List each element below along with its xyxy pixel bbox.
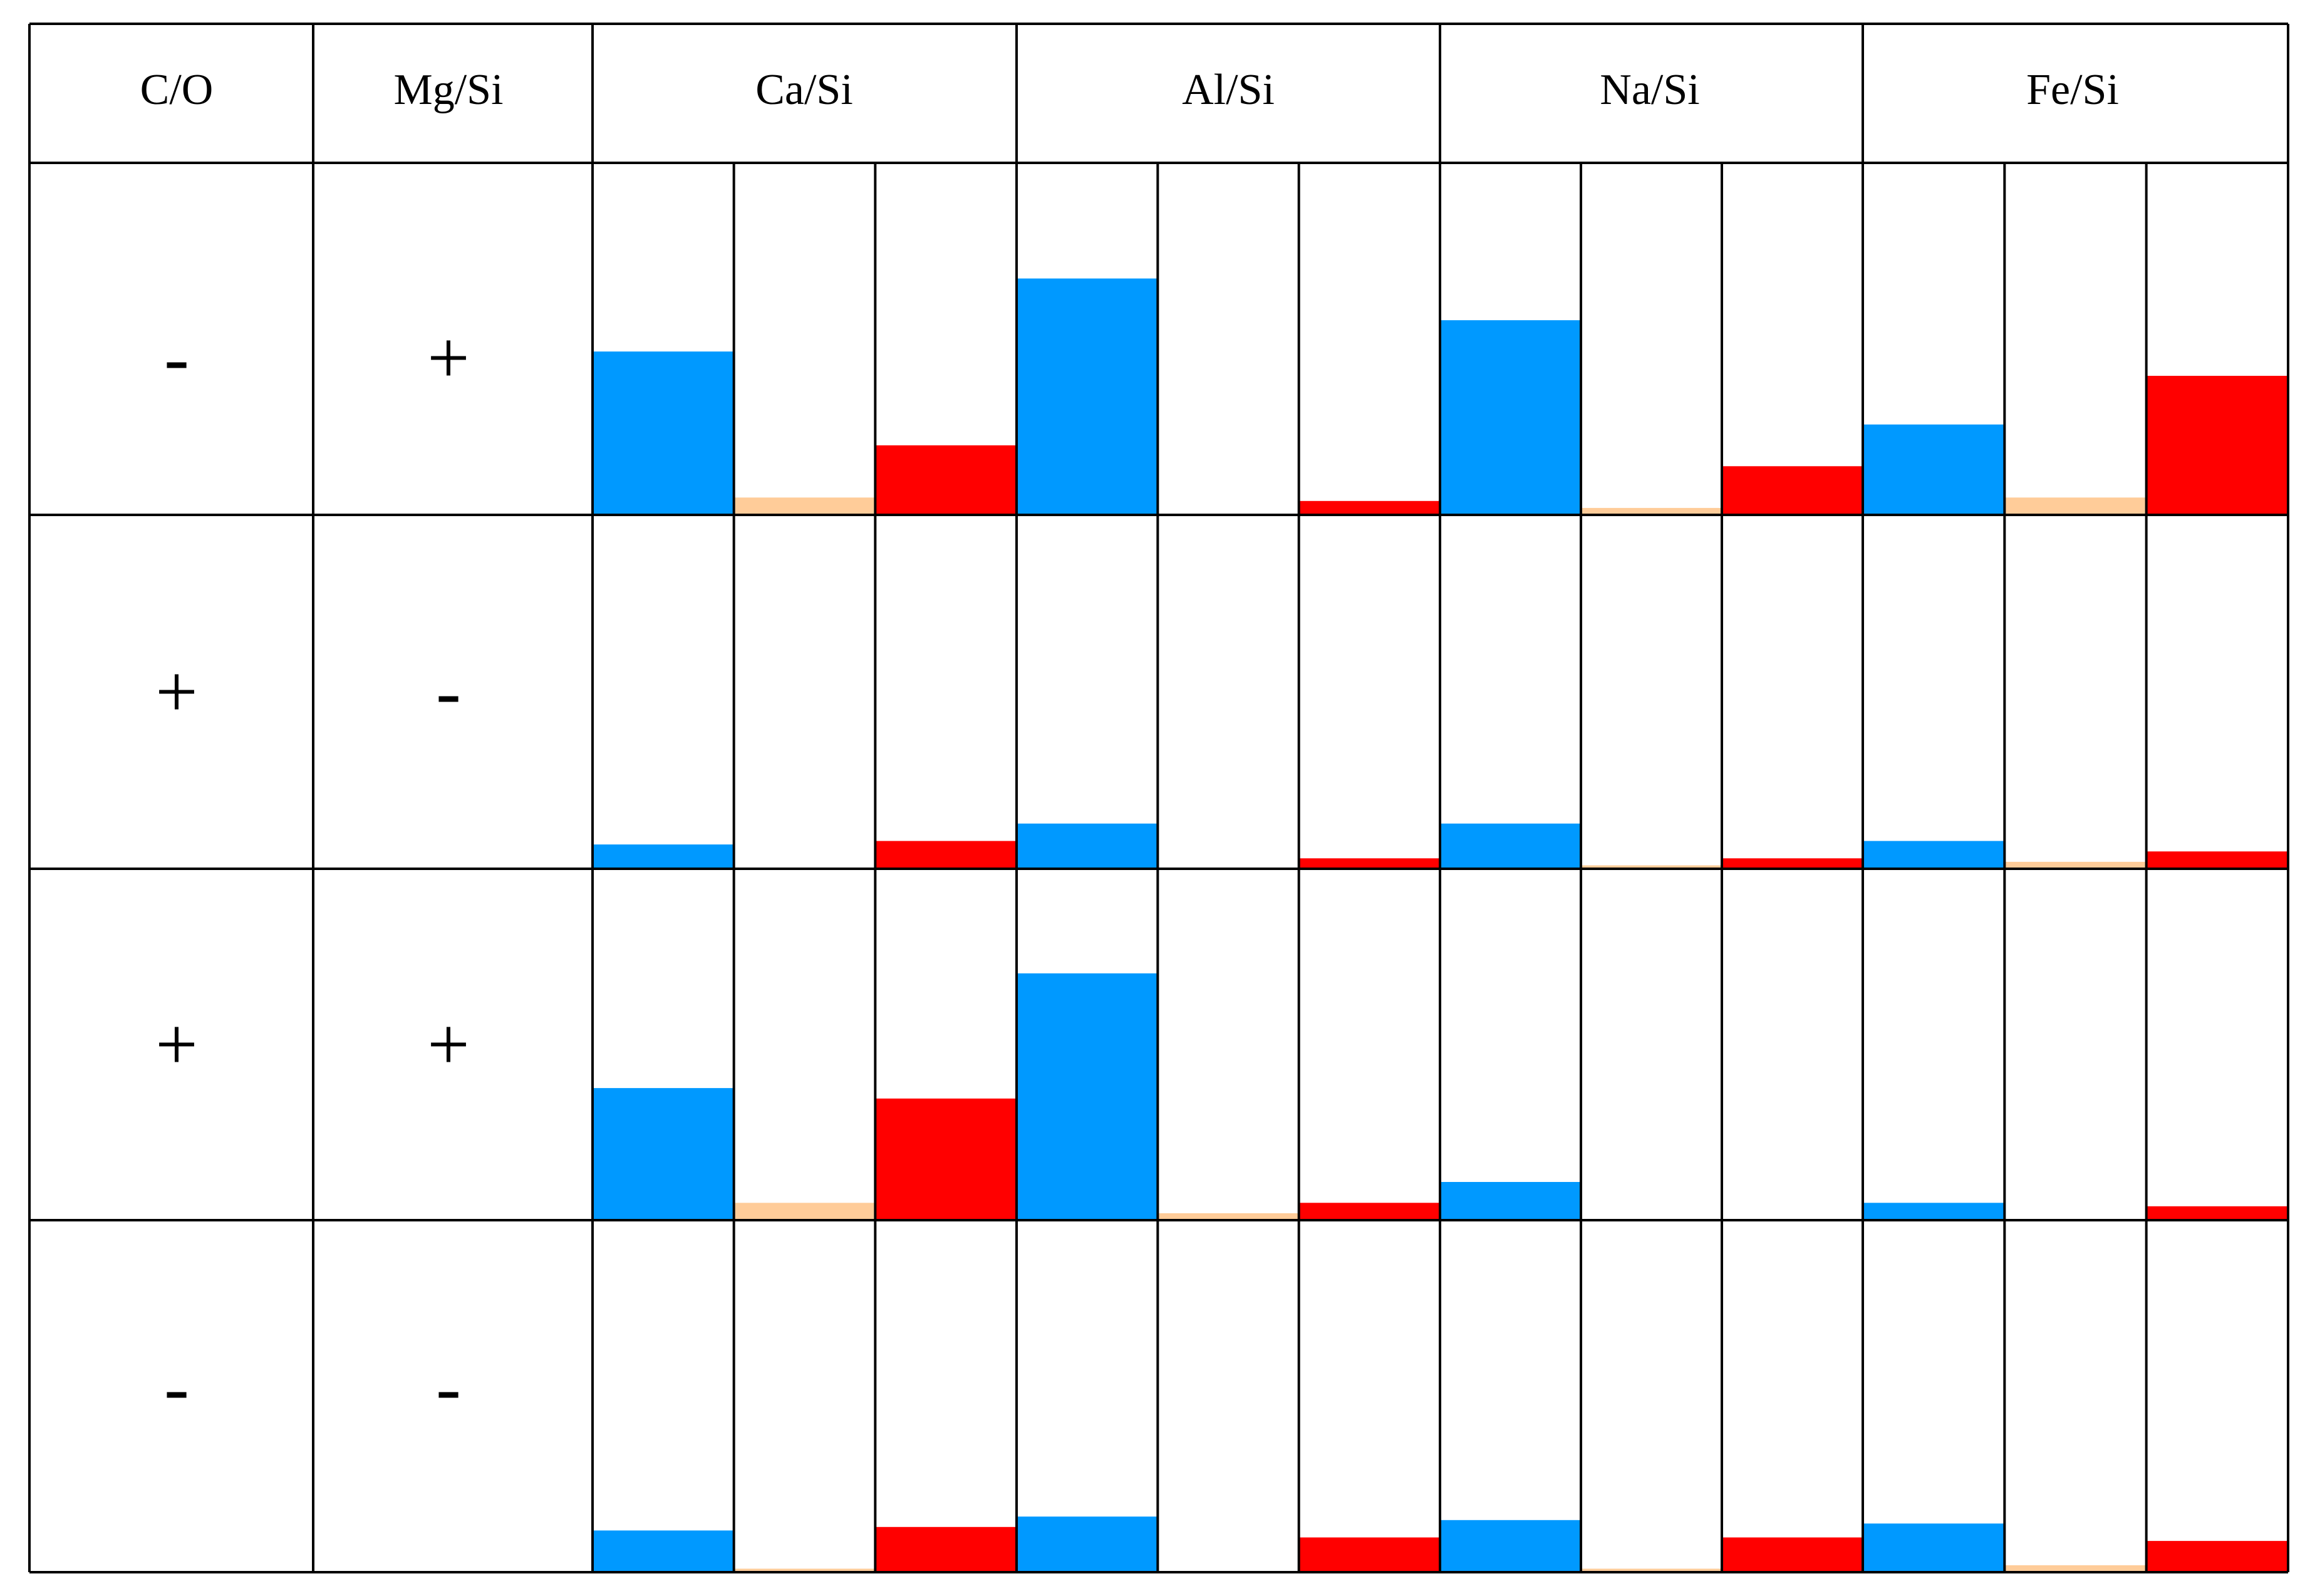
row-4-mg-si-sign: -	[436, 1346, 461, 1429]
bar-row-3-al-si-peach	[1158, 1213, 1299, 1220]
bar-row-4-fe-si-blue	[1863, 1523, 2005, 1572]
bars-layer	[593, 278, 2288, 1573]
header-group-na-si: Na/Si	[1600, 66, 1699, 114]
header-group-fe-si: Fe/Si	[2026, 66, 2119, 114]
bar-row-1-ca-si-red	[875, 445, 1017, 515]
bar-row-1-al-si-blue	[1017, 278, 1158, 515]
bar-row-1-al-si-red	[1298, 500, 1440, 515]
bar-row-1-na-si-peach	[1581, 507, 1722, 515]
table-labels: C/O Mg/Si Ca/Si Al/Si Na/Si Fe/Si - + + …	[140, 66, 2119, 1429]
row-3-mg-si-sign: +	[427, 1003, 470, 1086]
bar-row-1-na-si-blue	[1440, 320, 1581, 515]
bar-row-3-fe-si-blue	[1863, 1203, 2005, 1221]
bar-row-2-na-si-blue	[1440, 823, 1581, 869]
bar-row-3-ca-si-peach	[733, 1203, 876, 1221]
bar-row-3-al-si-red	[1298, 1203, 1440, 1221]
bar-row-4-ca-si-peach	[733, 1568, 876, 1572]
bar-row-3-fe-si-red	[2146, 1206, 2288, 1220]
bar-row-1-na-si-red	[1722, 466, 1863, 515]
row-1-mg-si-sign: +	[427, 316, 470, 400]
bar-row-3-na-si-blue	[1440, 1182, 1581, 1220]
bar-row-2-na-si-peach	[1581, 865, 1722, 869]
bar-row-1-ca-si-blue	[593, 351, 734, 515]
bar-row-4-al-si-blue	[1017, 1516, 1158, 1572]
row-4-c-o-sign: -	[164, 1346, 189, 1429]
row-1-c-o-sign: -	[164, 316, 189, 400]
bar-row-4-na-si-red	[1722, 1537, 1863, 1572]
header-mg-si: Mg/Si	[393, 66, 503, 114]
row-2-mg-si-sign: -	[436, 650, 461, 733]
bar-row-4-na-si-peach	[1581, 1568, 1722, 1572]
bar-row-4-na-si-blue	[1440, 1520, 1581, 1573]
bar-row-3-ca-si-blue	[593, 1088, 734, 1220]
bar-row-3-al-si-blue	[1017, 973, 1158, 1220]
bar-row-2-fe-si-blue	[1863, 841, 2005, 869]
header-group-al-si: Al/Si	[1182, 66, 1275, 114]
bar-row-3-ca-si-red	[875, 1098, 1017, 1221]
bar-row-2-na-si-red	[1722, 858, 1863, 869]
bar-row-2-fe-si-peach	[2004, 861, 2147, 869]
header-c-o: C/O	[140, 66, 214, 114]
bar-row-4-ca-si-blue	[593, 1530, 734, 1572]
header-group-ca-si: Ca/Si	[755, 66, 853, 114]
bar-row-4-fe-si-red	[2146, 1541, 2288, 1572]
bar-row-1-fe-si-red	[2146, 376, 2288, 515]
row-2-c-o-sign: +	[155, 650, 198, 733]
grid-lines	[28, 23, 2289, 1573]
bar-row-2-ca-si-red	[875, 841, 1017, 869]
bar-row-2-ca-si-blue	[593, 844, 734, 869]
bar-row-1-fe-si-peach	[2004, 497, 2147, 516]
bar-row-2-al-si-red	[1298, 858, 1440, 869]
row-3-c-o-sign: +	[155, 1003, 198, 1086]
bar-row-1-fe-si-blue	[1863, 424, 2005, 515]
bar-row-1-ca-si-peach	[733, 497, 876, 516]
bar-row-4-fe-si-peach	[2004, 1565, 2147, 1572]
bar-row-2-al-si-blue	[1017, 823, 1158, 869]
bar-row-4-al-si-red	[1298, 1537, 1440, 1572]
bar-row-4-ca-si-red	[875, 1526, 1017, 1572]
bar-row-2-fe-si-red	[2146, 851, 2288, 869]
